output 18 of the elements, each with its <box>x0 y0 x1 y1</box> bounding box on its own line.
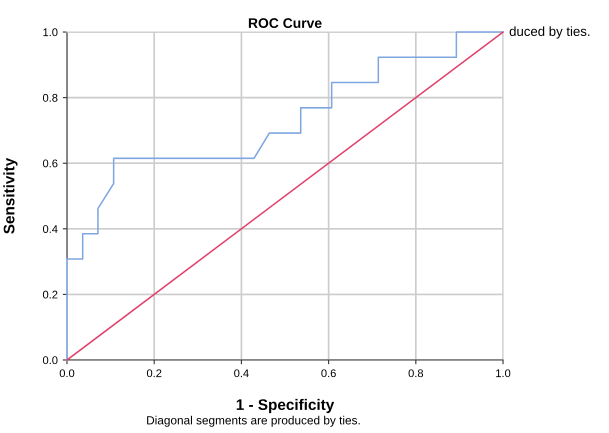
x-tick-label: 1.0 <box>496 369 510 378</box>
x-tick-label: 0.8 <box>408 369 424 378</box>
chart-title: ROC Curve <box>248 18 322 28</box>
x-tick-label: 0.4 <box>234 369 249 378</box>
x-tick-label: 0.6 <box>321 369 336 378</box>
text: Diagonal segments are produced by ties. <box>147 416 360 427</box>
x-tick-label: 0.2 <box>146 369 162 378</box>
y-tick-label: 0.0 <box>42 356 58 364</box>
text: duced by ties. <box>510 26 590 39</box>
line-series <box>66 31 504 361</box>
x-axis-title: 1 - Specificity <box>236 398 334 414</box>
y-tick-label: 1.0 <box>43 28 58 36</box>
y-axis-title: Sensitivity <box>3 158 18 234</box>
y-tick-label: 0.6 <box>42 159 58 168</box>
x-tick-label: 0.0 <box>60 369 74 378</box>
y-tick-label: 0.8 <box>42 94 58 102</box>
y-tick-label: 0.4 <box>42 225 58 233</box>
y-tick-label: 0.2 <box>42 290 58 299</box>
